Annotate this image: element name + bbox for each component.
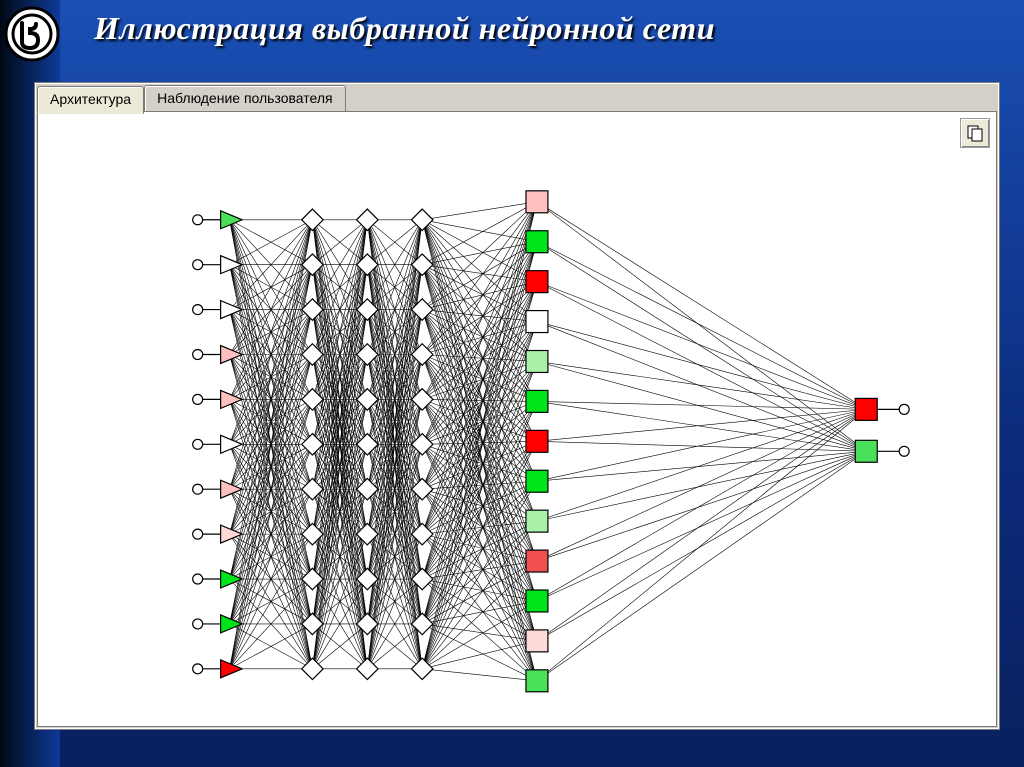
hidden1-node [302,658,323,679]
page-title: Иллюстрация выбранной нейронной сети [94,10,1004,47]
slide: Иллюстрация выбранной нейронной сети Арх… [0,0,1024,767]
tab-user-observation[interactable]: Наблюдение пользователя [144,85,346,112]
middle-node [526,271,548,293]
middle-node [526,550,548,572]
app-panel: Архитектура Наблюдение пользователя [34,82,1000,730]
middle-node [526,470,548,492]
tab-architecture[interactable]: Архитектура [37,86,144,114]
middle-node [526,430,548,452]
middle-node [526,351,548,373]
input-node [221,435,243,453]
middle-node [526,510,548,532]
hidden2-node [357,209,378,230]
middle-node [526,231,548,253]
middle-node [526,630,548,652]
middle-node [526,311,548,333]
middle-node [526,590,548,612]
hidden1-node [302,209,323,230]
hidden3-node [411,658,432,679]
middle-node [526,390,548,412]
tab-bar: Архитектура Наблюдение пользователя [37,85,346,111]
hidden2-node [357,658,378,679]
middle-node [526,191,548,213]
middle-node [526,670,548,692]
hidden3-node [411,209,432,230]
logo-icon [4,6,60,62]
output-node [855,440,877,462]
output-node [855,398,877,420]
diagram-area [37,111,997,727]
network-diagram [38,112,996,725]
